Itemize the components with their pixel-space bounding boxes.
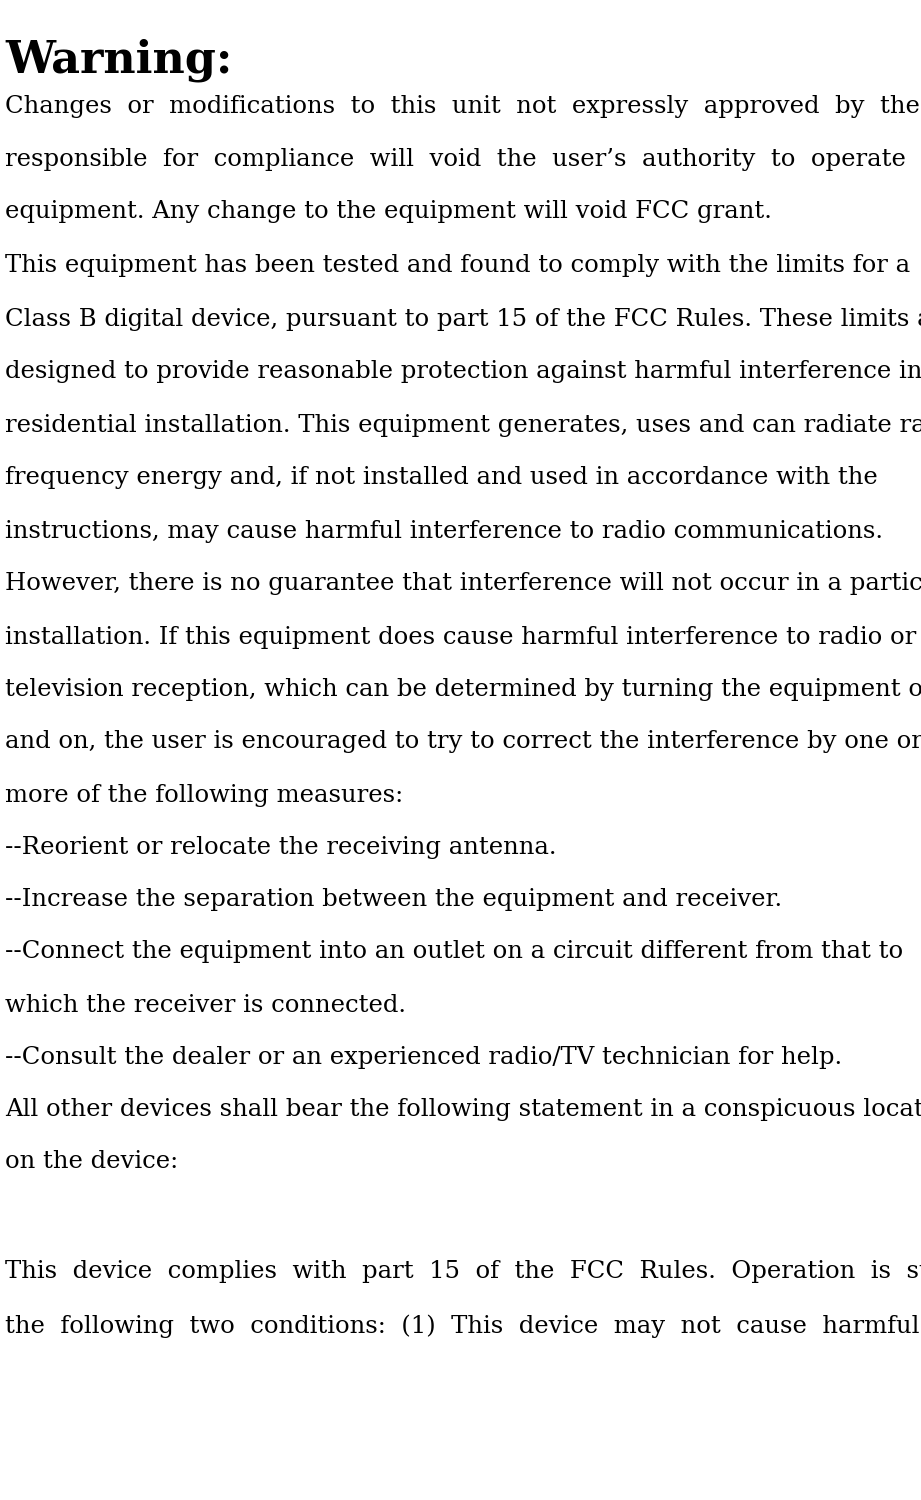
Text: frequency energy and, if not installed and used in accordance with the: frequency energy and, if not installed a…: [5, 466, 878, 489]
Text: --Reorient or relocate the receiving antenna.: --Reorient or relocate the receiving ant…: [5, 836, 556, 860]
Text: and on, the user is encouraged to try to correct the interference by one or: and on, the user is encouraged to try to…: [5, 730, 921, 753]
Text: This  device  complies  with  part  15  of  the  FCC  Rules.  Operation  is  sub: This device complies with part 15 of the…: [5, 1260, 921, 1282]
Text: However, there is no guarantee that interference will not occur in a particular: However, there is no guarantee that inte…: [5, 572, 921, 596]
Text: installation. If this equipment does cause harmful interference to radio or: installation. If this equipment does cau…: [5, 626, 916, 650]
Text: This equipment has been tested and found to comply with the limits for a: This equipment has been tested and found…: [5, 254, 910, 278]
Text: more of the following measures:: more of the following measures:: [5, 784, 403, 807]
Text: equipment. Any change to the equipment will void FCC grant.: equipment. Any change to the equipment w…: [5, 200, 772, 223]
Text: Class B digital device, pursuant to part 15 of the FCC Rules. These limits are: Class B digital device, pursuant to part…: [5, 308, 921, 332]
Text: television reception, which can be determined by turning the equipment off: television reception, which can be deter…: [5, 678, 921, 700]
Text: Warning:: Warning:: [5, 38, 232, 81]
Text: --Consult the dealer or an experienced radio/TV technician for help.: --Consult the dealer or an experienced r…: [5, 1046, 842, 1070]
Text: --Connect the equipment into an outlet on a circuit different from that to: --Connect the equipment into an outlet o…: [5, 940, 904, 963]
Text: instructions, may cause harmful interference to radio communications.: instructions, may cause harmful interfer…: [5, 520, 883, 543]
Text: responsible  for  compliance  will  void  the  user’s  authority  to  operate  t: responsible for compliance will void the…: [5, 148, 921, 171]
Text: residential installation. This equipment generates, uses and can radiate radio: residential installation. This equipment…: [5, 414, 921, 436]
Text: designed to provide reasonable protection against harmful interference in a: designed to provide reasonable protectio…: [5, 360, 921, 382]
Text: Changes  or  modifications  to  this  unit  not  expressly  approved  by  the  p: Changes or modifications to this unit no…: [5, 94, 921, 118]
Text: the  following  two  conditions:  (1)  This  device  may  not  cause  harmful: the following two conditions: (1) This d…: [5, 1314, 919, 1338]
Text: which the receiver is connected.: which the receiver is connected.: [5, 994, 406, 1017]
Text: on the device:: on the device:: [5, 1150, 179, 1173]
Text: --Increase the separation between the equipment and receiver.: --Increase the separation between the eq…: [5, 888, 782, 910]
Text: All other devices shall bear the following statement in a conspicuous location: All other devices shall bear the followi…: [5, 1098, 921, 1120]
